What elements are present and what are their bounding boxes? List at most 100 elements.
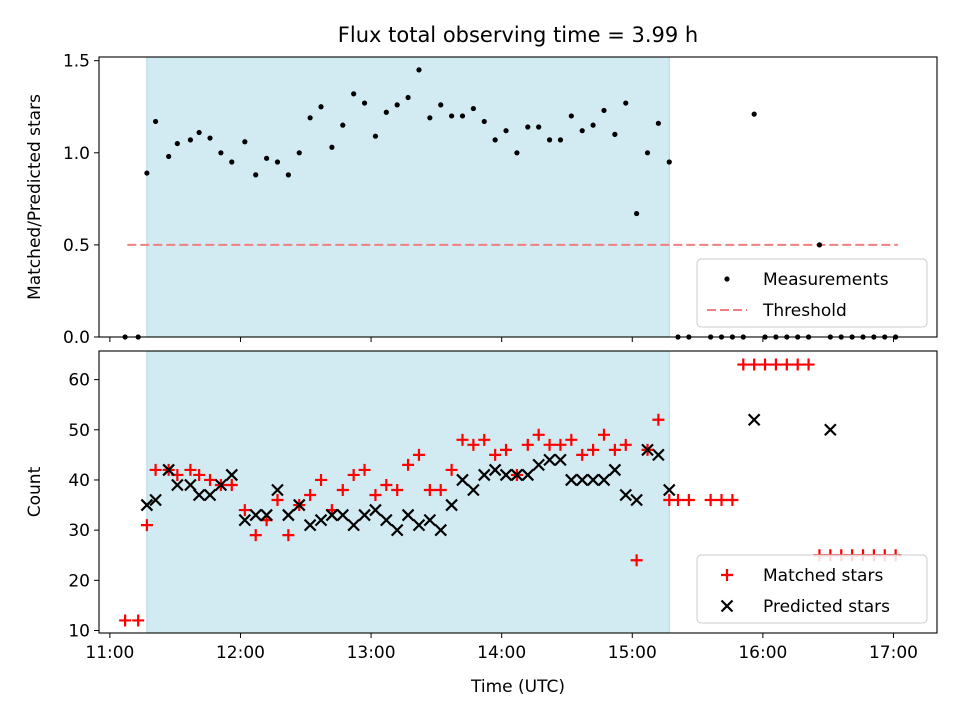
data-point — [416, 67, 422, 73]
data-point — [751, 111, 757, 117]
data-point — [264, 155, 270, 161]
data-point — [152, 118, 159, 125]
legend-label: Predicted stars — [763, 597, 890, 617]
data-point — [671, 494, 684, 507]
data-point — [242, 139, 248, 145]
chart-title: Flux total observing time = 3.99 h — [338, 23, 698, 47]
legend: Matched stars Predicted stars — [696, 554, 928, 624]
x-tick-label: 11:00 — [85, 643, 134, 663]
data-point — [412, 448, 425, 461]
data-point — [521, 468, 535, 482]
data-point — [140, 519, 153, 532]
data-point — [296, 150, 302, 156]
data-point — [405, 94, 411, 101]
data-point — [193, 468, 206, 481]
data-point — [608, 463, 622, 477]
data-point — [644, 150, 651, 156]
data-point — [282, 529, 295, 542]
data-point — [597, 473, 611, 487]
series-cross — [140, 413, 837, 537]
data-point — [652, 448, 665, 462]
data-point — [347, 468, 360, 481]
data-point — [369, 489, 382, 502]
data-point — [271, 483, 284, 497]
data-point — [434, 483, 447, 496]
y-tick-label: 10 — [68, 621, 90, 641]
legend-label: Measurements — [763, 270, 889, 290]
data-point — [162, 463, 175, 477]
data-point — [336, 483, 349, 496]
legend-swatch — [724, 276, 730, 282]
data-point — [704, 494, 717, 507]
data-point — [218, 150, 224, 156]
x-tick-label: 17:00 — [869, 643, 918, 663]
data-point — [597, 428, 610, 441]
y-tick-label: 40 — [68, 471, 90, 491]
data-point — [587, 443, 600, 456]
data-point — [802, 358, 815, 371]
data-point — [489, 448, 502, 461]
data-point — [492, 137, 498, 143]
data-point — [229, 159, 235, 165]
data-point — [314, 513, 328, 527]
data-point — [171, 478, 184, 492]
data-point — [427, 115, 433, 121]
data-point — [274, 159, 281, 165]
x-tick-label: 16:00 — [738, 643, 787, 663]
data-point — [285, 172, 291, 178]
data-point — [391, 483, 404, 496]
data-point — [434, 523, 448, 537]
data-point — [207, 135, 213, 141]
data-point — [238, 513, 252, 527]
data-point — [543, 453, 556, 467]
data-point — [249, 508, 262, 522]
data-point — [459, 113, 466, 119]
bottom-panel: 10 20 30 40 50 60 11:00 12:00 13:00 14:00 15:00 16:… — [25, 350, 938, 697]
legend-swatch — [721, 569, 733, 581]
data-point — [203, 488, 217, 502]
legend-box — [696, 554, 928, 624]
data-point — [369, 503, 382, 517]
data-point — [747, 413, 761, 427]
data-point — [358, 463, 371, 476]
data-point — [325, 508, 339, 522]
data-point — [412, 518, 426, 532]
data-point — [318, 104, 324, 110]
data-point — [184, 463, 197, 476]
data-point — [204, 473, 217, 486]
data-point — [119, 614, 132, 627]
data-point — [532, 458, 545, 472]
data-point — [568, 113, 574, 119]
data-point — [510, 468, 524, 482]
data-point — [423, 513, 437, 527]
data-point — [546, 137, 553, 143]
legend: Measurements Threshold — [696, 258, 928, 328]
data-point — [769, 358, 782, 371]
data-point — [351, 91, 357, 97]
data-point — [144, 170, 150, 176]
data-point — [361, 100, 368, 106]
data-point — [488, 463, 502, 477]
data-point — [554, 438, 567, 451]
data-point — [214, 478, 228, 492]
data-point — [759, 358, 772, 371]
data-point — [655, 120, 661, 126]
y-tick-label: 60 — [68, 371, 90, 391]
data-point — [192, 488, 206, 502]
legend-label: Matched stars — [763, 566, 883, 586]
data-point — [816, 242, 823, 248]
series-dot — [122, 67, 899, 340]
data-point — [715, 494, 728, 507]
data-point — [477, 468, 491, 482]
data-point — [682, 494, 695, 507]
data-point — [340, 122, 346, 128]
data-point — [619, 438, 632, 451]
data-point — [634, 210, 640, 217]
data-point — [467, 438, 480, 451]
x-tick-label: 12:00 — [216, 643, 265, 663]
data-point — [565, 433, 578, 446]
x-axis-label: Time (UTC) — [470, 677, 565, 697]
data-point — [347, 518, 360, 532]
data-point — [166, 153, 172, 160]
